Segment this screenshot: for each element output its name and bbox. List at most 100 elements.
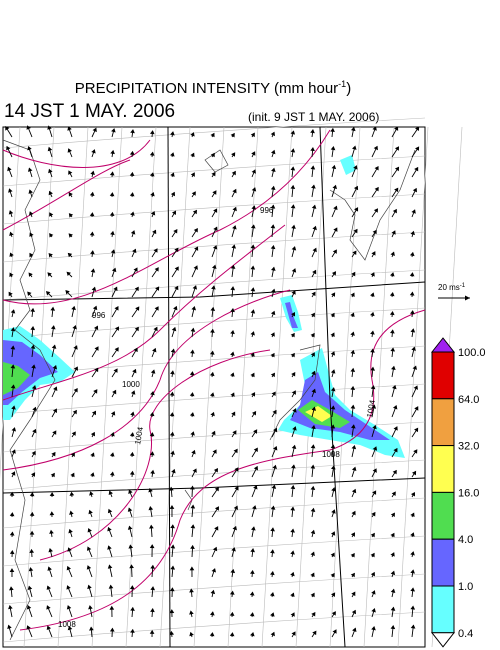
wind-arrow-head: [26, 625, 31, 630]
wind-arrow-head: [67, 252, 73, 258]
wind-arrow-head: [350, 292, 355, 298]
wind-arrow-head: [271, 266, 276, 271]
wind-arrow-head: [410, 551, 415, 556]
wind-arrow-head: [68, 233, 73, 238]
wind-arrow-head: [390, 552, 395, 557]
wind-arrow-head: [253, 429, 258, 434]
wind-arrow-head: [148, 488, 153, 493]
wind-arrow-head: [29, 530, 35, 535]
wind-arrow-head: [270, 332, 275, 337]
wind-arrow-head: [250, 287, 256, 292]
wind-arrow-head: [330, 531, 336, 536]
title: PRECIPITATION INTENSITY (mm hour-1): [75, 79, 351, 97]
wind-arrow-head: [149, 524, 154, 529]
wind-arrow-head: [250, 309, 256, 314]
wind-arrow-head: [252, 505, 257, 510]
wind-arrow-head: [332, 629, 337, 634]
title-text: PRECIPITATION INTENSITY (mm hour: [75, 80, 338, 97]
wind-arrow-head: [110, 432, 115, 437]
wind-arrow-head: [291, 444, 297, 450]
wind-arrow-head: [370, 366, 375, 371]
wind-arrow-head: [173, 305, 178, 311]
wind-arrow-head: [271, 149, 276, 155]
grid-line: [397, 126, 429, 648]
wind-arrow-head: [170, 524, 175, 529]
colorbar-segment: [431, 351, 455, 400]
wind-arrow-head: [211, 430, 216, 436]
wind-arrow-head: [92, 127, 97, 133]
wind-arrow-head: [411, 209, 416, 214]
wind-arrow-head: [331, 164, 337, 170]
wind-arrow-head: [250, 352, 255, 357]
wind-arrow-head: [26, 125, 31, 130]
wind-arrow-head: [211, 171, 216, 177]
wind-arrow-head: [169, 609, 175, 614]
colorbar-label: 4.0: [458, 534, 473, 546]
wind-arrow-head: [391, 230, 396, 235]
wind-arrow-head: [150, 564, 155, 569]
wind-arrow-head: [109, 211, 115, 217]
wind-arrow-head: [351, 488, 357, 494]
wind-arrow-head: [351, 444, 357, 450]
wind-arrow-head: [111, 267, 117, 273]
wind-arrow-head: [271, 391, 276, 397]
wind-arrow-head: [170, 152, 175, 157]
wind-arrow-head: [94, 367, 99, 373]
wind-arrow-head: [311, 291, 316, 297]
wind-arrow-head: [232, 206, 237, 212]
wind-arrow-head: [310, 592, 315, 598]
wind-arrow-head: [89, 231, 95, 236]
wind-arrow-head: [66, 271, 71, 277]
wind-arrow-head: [133, 267, 138, 272]
wind-arrow-head: [149, 172, 155, 177]
wind-arrow-head: [272, 464, 277, 470]
wind-arrow-head: [169, 486, 174, 491]
wind-arrow-head: [330, 387, 336, 392]
wind-arrow-head: [410, 310, 415, 315]
wind-arrow-head: [88, 605, 93, 610]
wind-arrow-head: [65, 290, 70, 295]
wind-arrow-head: [212, 264, 217, 270]
wind-arrow-head: [9, 491, 15, 496]
wind-arrow-head: [311, 370, 316, 376]
wind-arrow-head: [130, 230, 136, 235]
wind-arrow-head: [372, 490, 377, 495]
wind-arrow-head: [129, 470, 135, 475]
wind-arrow-head: [29, 232, 34, 237]
wind-arrow-head: [391, 491, 396, 496]
wind-arrow-head: [68, 213, 74, 218]
wind-arrow-head: [89, 191, 95, 197]
wind-arrow-head: [410, 605, 416, 610]
wind-arrow-head: [49, 233, 54, 238]
wind-arrow-head: [311, 184, 316, 189]
wind-arrow-head: [89, 626, 94, 631]
wind-arrow-head: [210, 589, 216, 595]
wind-arrow-head: [352, 250, 357, 256]
wind-arrow-head: [350, 385, 356, 391]
wind-arrow-head: [10, 384, 16, 389]
wind-arrow-head: [331, 271, 337, 276]
wind-arrow-head: [350, 312, 355, 317]
wind-arrow-head: [107, 545, 112, 550]
wind-arrow-head: [371, 511, 376, 517]
wind-arrow-head: [190, 431, 195, 436]
isobar-label: 1008: [58, 620, 76, 629]
wind-arrow-head: [8, 210, 14, 215]
wind-arrow-head: [253, 447, 258, 453]
valid-time: 14 JST 1 MAY. 2006: [4, 101, 175, 122]
wind-arrow-head: [49, 511, 55, 516]
wind-arrow-head: [290, 130, 296, 135]
coastlines: [2, 139, 416, 641]
wind-arrow-head: [291, 371, 296, 377]
wind-arrow-head: [110, 149, 115, 155]
wind-arrow-head: [170, 544, 176, 549]
wind-arrow-head: [390, 532, 395, 538]
isobar-label: 1004: [365, 399, 377, 419]
wind-arrow-head: [390, 606, 396, 611]
wind-arrow-head: [229, 611, 235, 616]
wind-arrow-head: [135, 306, 140, 311]
grid-line: [2, 269, 426, 301]
wind-arrow-head: [291, 246, 297, 251]
wind-arrow-head: [71, 305, 76, 311]
wind-arrow-head: [174, 285, 179, 291]
